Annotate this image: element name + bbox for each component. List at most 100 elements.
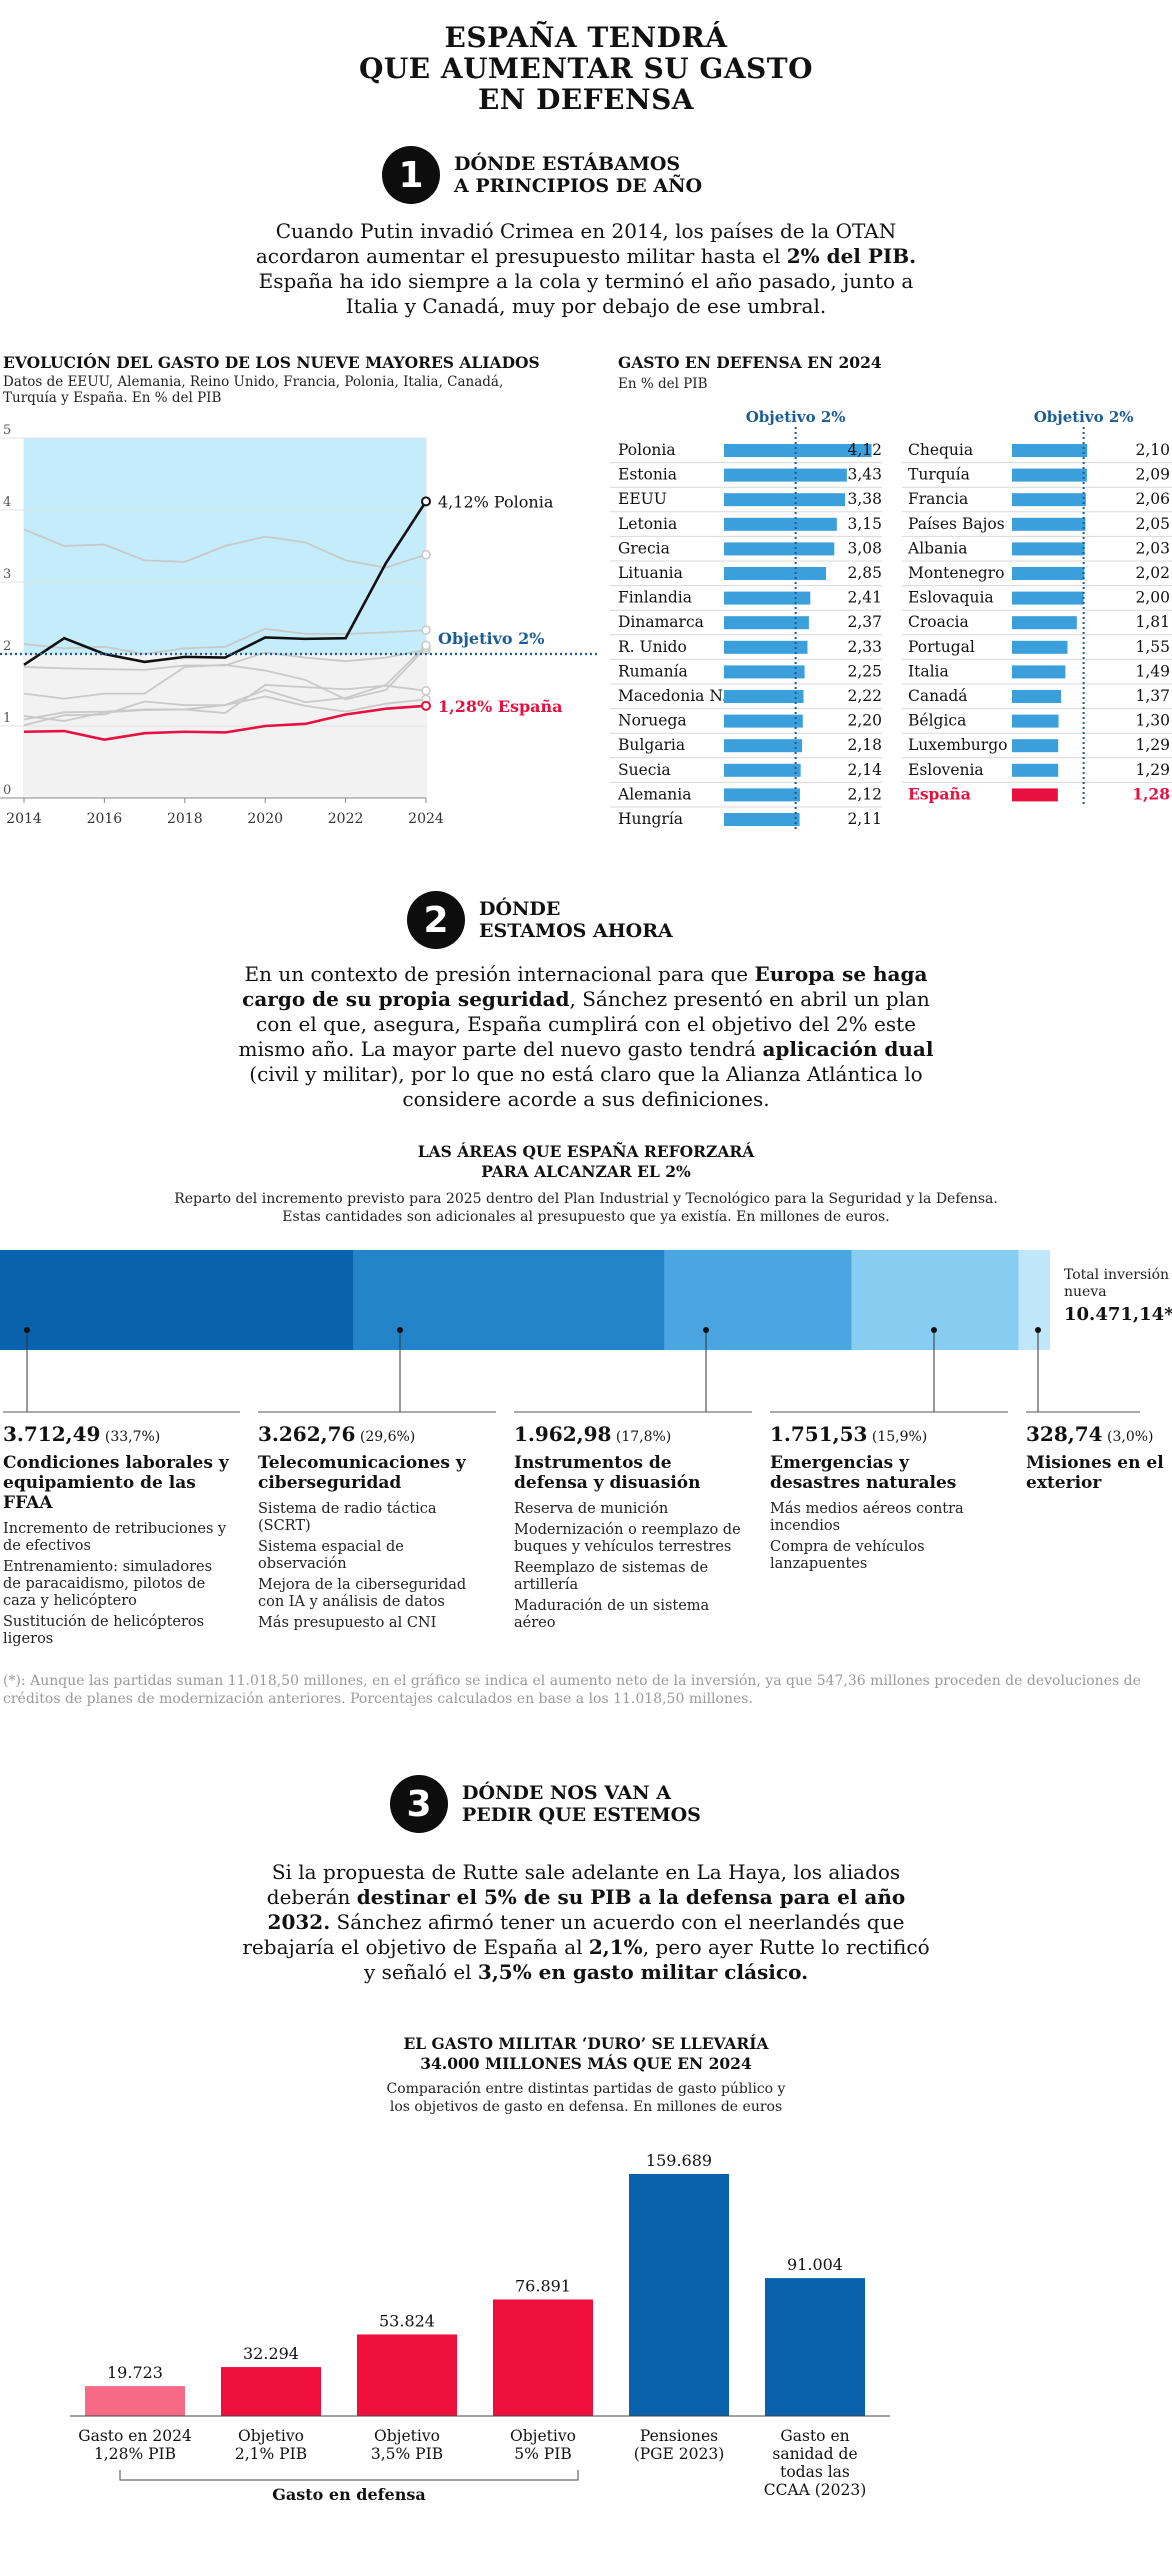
area-column: 1.962,98 (17,8%) Instrumentos de defensa … (514, 1422, 744, 1636)
country-bar (1012, 714, 1059, 728)
area-item: Reemplazo de sistemas de artillería (514, 1560, 709, 1593)
series-line-other (23, 646, 427, 701)
country-value: 3,43 (847, 466, 882, 484)
series-line-other (23, 528, 427, 569)
series-end-point (421, 496, 431, 507)
spending-bar (765, 2278, 865, 2416)
country-name: Polonia (618, 441, 676, 459)
spending-bar (85, 2386, 185, 2416)
section-2-header: 2 DÓNDE ESTAMOS AHORA (407, 891, 673, 949)
country-bar (1012, 763, 1059, 777)
country-value: 2,06 (1135, 490, 1170, 508)
country-value: 1,49 (1135, 662, 1170, 680)
country-value: 2,09 (1135, 466, 1170, 484)
country-bar (1012, 739, 1059, 753)
country-name: España (908, 784, 971, 803)
country-name: Alemania (617, 785, 691, 803)
leader-dot (931, 1327, 937, 1333)
leader-dot (24, 1327, 30, 1333)
country-value: 1,29 (1135, 736, 1170, 754)
bar-value-label: 91.004 (787, 2255, 843, 2274)
area-title: Emergencias y desastres naturales (770, 1453, 957, 1493)
category-label: 3,5% PIB (371, 2445, 443, 2463)
series-line-españa (23, 704, 427, 742)
area-amount: 328,74 (1026, 1422, 1103, 1446)
area-amount: 1.751,53 (770, 1422, 868, 1446)
area-item: Más presupuesto al CNI (258, 1615, 437, 1631)
series-label: 1,28% España (438, 697, 563, 716)
country-value: 2,05 (1135, 515, 1170, 533)
paragraph-bold: 2% del PIB. (786, 244, 917, 268)
bar-value-label: 53.824 (379, 2311, 435, 2330)
group-bracket (119, 2470, 579, 2481)
spending-bar (493, 2299, 593, 2416)
country-value: 3,38 (847, 490, 882, 508)
areas-stacked-bar (0, 1250, 1140, 1413)
area-column: 3.712,49 (33,7%) Condiciones laborales y … (3, 1422, 233, 1652)
category-label: Objetivo (510, 2427, 576, 2445)
country-bar (724, 468, 847, 482)
spending-chart-subtitle: Comparación entre distintas partidas de … (386, 2081, 786, 2115)
category-label: 2,1% PIB (235, 2445, 307, 2463)
section-title: DÓNDE ESTAMOS AHORA (479, 898, 673, 942)
country-name: Letonia (618, 515, 677, 533)
area-amount: 3.712,49 (3, 1422, 101, 1446)
target-label: Objetivo 2% (1034, 408, 1134, 426)
country-value: 2,12 (847, 785, 882, 803)
country-bar (724, 517, 837, 531)
paragraph-text: Sánchez afirmó tener un acuerdo con el n… (242, 1910, 905, 1959)
country-value: 1,81 (1135, 613, 1170, 631)
country-name: Chequia (908, 441, 973, 459)
country-bar (1012, 788, 1058, 802)
country-value: 2,25 (847, 662, 882, 680)
country-bar (724, 788, 800, 802)
series-end-point (421, 700, 431, 711)
bar-value-label: 76.891 (515, 2276, 571, 2295)
paragraph-text: , pero ayer Rutte lo rectificó y señaló … (363, 1935, 930, 1984)
country-bar (724, 542, 835, 556)
country-bar (724, 739, 803, 753)
country-value: 2,03 (1135, 539, 1170, 557)
category-label: todas las (780, 2463, 850, 2481)
area-value: 1.962,98 (17,8%) (514, 1422, 744, 1449)
series-line-polonia (23, 500, 428, 666)
series-end-point (421, 549, 431, 560)
section-title: DÓNDE ESTÁBAMOS A PRINCIPIOS DE AÑO (454, 153, 702, 197)
areas-chart-title: LAS ÁREAS QUE ESPAÑA REFORZARÁ PARA ALCA… (417, 1142, 755, 1181)
country-value: 2,14 (847, 761, 882, 779)
country-value: 1,28 (1132, 784, 1170, 803)
area-item: Sistema espacial de observación (258, 1539, 404, 1572)
spending-bar (357, 2334, 457, 2416)
leader-dot (703, 1327, 709, 1333)
bar-value-label: 32.294 (243, 2344, 299, 2363)
target-label: Objetivo 2% (746, 408, 846, 426)
x-tick-label: 2016 (87, 811, 123, 827)
area-item: Más medios aéreos contra incendios (770, 1501, 964, 1534)
area-percent: (15,9%) (867, 1429, 928, 1445)
area-column: 1.751,53 (15,9%) Emergencias y desastres … (770, 1422, 1000, 1577)
area-column: 328,74 (3,0%) Misiones en el exterior (1026, 1422, 1166, 1501)
category-label: Pensiones (640, 2427, 718, 2445)
area-item: Sustitución de helicópteros ligeros (3, 1614, 205, 1647)
country-value: 2,85 (847, 564, 882, 582)
areas-footnote: (*): Aunque las partidas suman 11.018,50… (3, 1673, 1141, 1707)
section-3-header: 3 DÓNDE NOS VAN A PEDIR QUE ESTEMOS (390, 1775, 701, 1833)
paragraph-bold: 2,1% (588, 1935, 643, 1959)
spending-bar (629, 2174, 729, 2416)
section-2-paragraph: En un contexto de presión internacional … (226, 962, 946, 1112)
country-name: Rumanía (618, 662, 688, 680)
country-value: 2,02 (1135, 564, 1170, 582)
bar-chart-subtitle: En % del PIB (618, 376, 708, 392)
series-label: 4,12% Polonia (438, 492, 554, 511)
country-name: EEUU (618, 490, 667, 508)
total-value: 10.471,14* (1064, 1304, 1172, 1325)
country-name: Croacia (908, 613, 969, 631)
country-value: 2,10 (1135, 441, 1170, 459)
series-line-other (23, 695, 427, 727)
category-label: Objetivo (238, 2427, 304, 2445)
section-1-header: 1 DÓNDE ESTÁBAMOS A PRINCIPIOS DE AÑO (382, 146, 702, 204)
section-title: DÓNDE NOS VAN A PEDIR QUE ESTEMOS (462, 1782, 701, 1826)
area-segment (1018, 1250, 1050, 1350)
area-value: 3.712,49 (33,7%) (3, 1422, 233, 1449)
